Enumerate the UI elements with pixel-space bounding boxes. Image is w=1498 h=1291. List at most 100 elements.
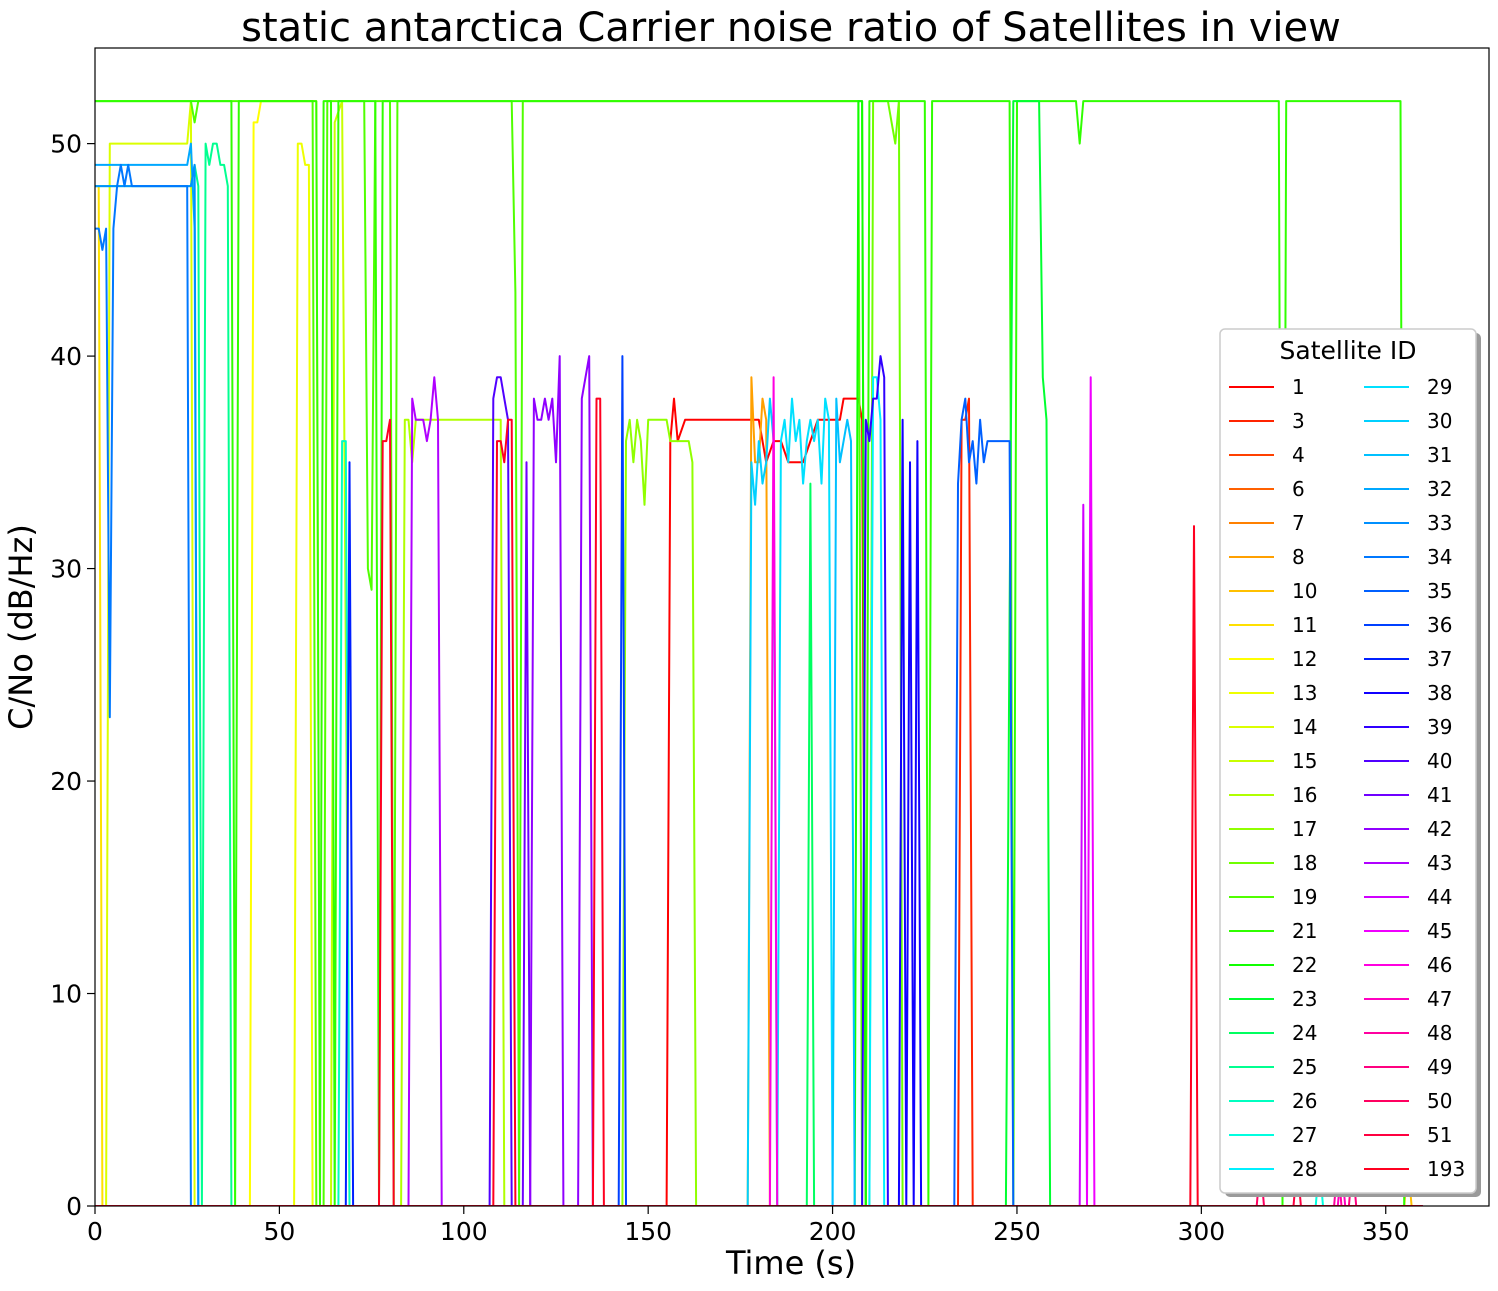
series-line-28 xyxy=(95,376,1423,1206)
legend-label: 22 xyxy=(1292,953,1317,977)
series-line-35 xyxy=(95,397,1423,1206)
series-line-14 xyxy=(95,100,1423,1206)
legend-label: 4 xyxy=(1292,443,1305,467)
series-line-21 xyxy=(95,100,1423,1206)
legend-label: 47 xyxy=(1427,987,1452,1011)
legend-label: 26 xyxy=(1292,1089,1317,1113)
legend-label: 10 xyxy=(1292,579,1317,603)
legend-label: 25 xyxy=(1292,1055,1317,1079)
legend-label: 12 xyxy=(1292,647,1317,671)
legend-label: 36 xyxy=(1427,613,1452,637)
series-line-3 xyxy=(95,397,1423,1206)
legend-label: 41 xyxy=(1427,783,1452,807)
legend-label: 38 xyxy=(1427,681,1452,705)
legend-label: 27 xyxy=(1292,1123,1317,1147)
series-line-13 xyxy=(95,142,1423,1206)
series-line-45 xyxy=(95,376,1423,1206)
legend-label: 23 xyxy=(1292,987,1317,1011)
x-tick-label: 200 xyxy=(809,1217,857,1246)
legend-label: 46 xyxy=(1427,953,1452,977)
y-axis: 0 10 20 30 40 50 xyxy=(50,130,95,1221)
legend-label: 45 xyxy=(1427,919,1452,943)
x-tick-label: 250 xyxy=(993,1217,1041,1246)
legend-label: 7 xyxy=(1292,511,1305,535)
series-line-17 xyxy=(95,418,1423,1206)
series-line-193 xyxy=(95,397,1423,1206)
x-axis: 0 50 100 150 200 250 300 350 xyxy=(87,1206,1410,1246)
series-line-44 xyxy=(95,503,1423,1206)
legend-label: 34 xyxy=(1427,545,1452,569)
series-line-36 xyxy=(95,355,1423,1206)
legend-label: 40 xyxy=(1427,749,1452,773)
y-tick-label: 10 xyxy=(50,980,82,1009)
legend-label: 14 xyxy=(1292,715,1317,739)
y-tick-label: 0 xyxy=(66,1192,82,1221)
legend-label: 43 xyxy=(1427,851,1452,875)
legend-label: 1 xyxy=(1292,375,1305,399)
legend-label: 19 xyxy=(1292,885,1317,909)
y-tick-label: 40 xyxy=(50,342,82,371)
legend-label: 32 xyxy=(1427,477,1452,501)
legend-label: 13 xyxy=(1292,681,1317,705)
legend-label: 11 xyxy=(1292,613,1317,637)
x-axis-label: Time (s) xyxy=(725,1244,856,1282)
series-line-32 xyxy=(95,142,1423,1206)
x-tick-label: 50 xyxy=(263,1217,295,1246)
legend-title: Satellite ID xyxy=(1280,336,1417,365)
series-line-29 xyxy=(95,397,1423,1206)
y-axis-label: C/No (dB/Hz) xyxy=(2,524,40,730)
legend-label: 15 xyxy=(1292,749,1317,773)
legend-label: 193 xyxy=(1427,1157,1465,1181)
legend-label: 30 xyxy=(1427,409,1452,433)
y-tick-label: 30 xyxy=(50,555,82,584)
legend-label: 31 xyxy=(1427,443,1452,467)
legend-label: 16 xyxy=(1292,783,1317,807)
x-tick-label: 350 xyxy=(1362,1217,1410,1246)
series-line-22 xyxy=(95,100,1423,1206)
series-line-31 xyxy=(95,397,1423,1206)
x-tick-label: 300 xyxy=(1177,1217,1225,1246)
series-line-38 xyxy=(95,418,1423,1206)
x-tick-label: 0 xyxy=(87,1217,103,1246)
x-tick-label: 150 xyxy=(624,1217,672,1246)
legend-label: 17 xyxy=(1292,817,1317,841)
legend-label: 39 xyxy=(1427,715,1452,739)
series-line-1 xyxy=(95,397,1423,1206)
legend-label: 48 xyxy=(1427,1021,1452,1045)
legend-label: 33 xyxy=(1427,511,1452,535)
series-line-26 xyxy=(95,440,1423,1206)
series-line-42 xyxy=(95,355,1423,1206)
series-line-40 xyxy=(95,376,1423,1206)
series-line-46 xyxy=(95,376,1423,1206)
legend-label: 28 xyxy=(1292,1157,1317,1181)
legend-label: 24 xyxy=(1292,1021,1317,1045)
legend-label: 21 xyxy=(1292,919,1317,943)
series-line-24 xyxy=(95,482,1423,1206)
legend-entries: 1346781011121314151617181921222324252627… xyxy=(1229,375,1465,1181)
series-line-41 xyxy=(95,461,1423,1206)
series-line-39 xyxy=(95,355,1423,1206)
y-tick-label: 20 xyxy=(50,767,82,796)
x-tick-label: 100 xyxy=(440,1217,488,1246)
legend-box xyxy=(1219,328,1477,1194)
legend-label: 51 xyxy=(1427,1123,1452,1147)
series-line-34 xyxy=(95,163,1423,1206)
series-line-43 xyxy=(95,376,1423,1206)
legend-label: 8 xyxy=(1292,545,1305,569)
legend-label: 44 xyxy=(1427,885,1452,909)
series-layer xyxy=(95,100,1423,1206)
legend-label: 50 xyxy=(1427,1089,1452,1113)
chart-title: static antarctica Carrier noise ratio of… xyxy=(241,5,1341,51)
legend-label: 37 xyxy=(1427,647,1452,671)
legend-label: 3 xyxy=(1292,409,1305,433)
series-line-23 xyxy=(95,100,1423,1206)
legend-label: 35 xyxy=(1427,579,1452,603)
legend-label: 29 xyxy=(1427,375,1452,399)
legend: Satellite ID 134678101112131415161718192… xyxy=(1219,328,1481,1197)
plot-frame xyxy=(94,47,1490,1207)
legend-label: 6 xyxy=(1292,477,1305,501)
legend-label: 42 xyxy=(1427,817,1452,841)
y-tick-label: 50 xyxy=(50,130,82,159)
legend-label: 18 xyxy=(1292,851,1317,875)
